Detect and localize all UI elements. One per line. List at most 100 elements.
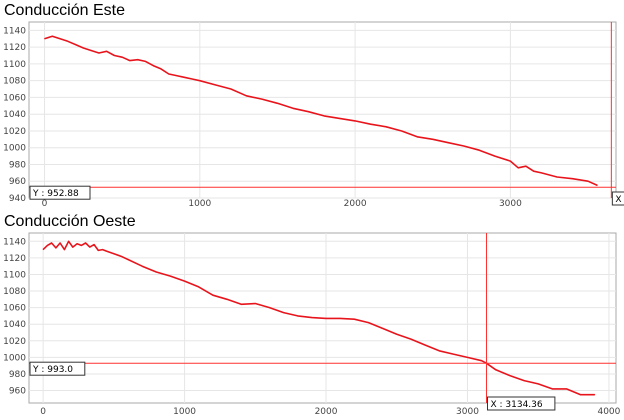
data-point — [106, 250, 108, 252]
data-point — [59, 242, 61, 244]
data-point — [137, 59, 139, 61]
data-point — [416, 136, 418, 138]
data-point — [339, 318, 341, 319]
data-point — [191, 78, 193, 80]
data-point — [537, 383, 539, 385]
chart-conduccion-este[interactable]: 940 960 980 1000 1020 1040 1060 1080 1100 1120 114… — [0, 21, 624, 207]
data-point — [51, 35, 53, 37]
x-tick-label: 4000 — [597, 407, 620, 417]
data-point — [176, 75, 177, 77]
data-point — [447, 142, 449, 144]
data-point — [339, 117, 340, 119]
data-point — [67, 40, 69, 42]
data-point — [481, 360, 483, 362]
y-tick-label: 940 — [9, 194, 26, 204]
x-readout: X : 3134.36 — [490, 400, 542, 410]
data-point — [80, 245, 82, 246]
data-point — [254, 303, 256, 304]
data-point — [410, 338, 412, 340]
data-point — [82, 47, 84, 49]
data-point — [385, 126, 387, 128]
y-tick-label: 1060 — [3, 304, 26, 314]
data-point — [51, 242, 53, 244]
y-tick-label: 1140 — [3, 237, 26, 247]
data-point — [587, 180, 589, 182]
data-point — [240, 303, 242, 305]
data-point — [160, 68, 162, 70]
x-readout: X : 35 — [615, 195, 624, 205]
data-point — [42, 249, 44, 250]
data-point — [517, 167, 519, 169]
data-point — [463, 145, 465, 147]
y-tick-label: 1120 — [3, 43, 26, 53]
data-point — [354, 120, 356, 122]
data-point — [580, 394, 582, 396]
data-point — [541, 172, 542, 174]
x-tick-label: 3000 — [456, 407, 479, 417]
data-point — [246, 95, 247, 97]
x-tick-label: 2000 — [344, 199, 367, 207]
data-point — [510, 160, 511, 162]
x-readout-box — [611, 191, 624, 206]
data-point — [129, 60, 131, 61]
chart-conduccion-oeste[interactable]: 960 980 1000 1020 1040 1060 1080 1100 1120 1140 0 1… — [0, 232, 624, 418]
data-point — [566, 388, 567, 390]
y-tick-label: 1000 — [3, 353, 26, 363]
data-point — [438, 350, 440, 352]
data-point — [495, 369, 497, 371]
data-point — [141, 265, 143, 267]
data-point — [199, 80, 201, 82]
data-point — [152, 65, 154, 66]
y-tick-label: 960 — [9, 387, 26, 397]
data-point — [572, 178, 573, 180]
data-point — [368, 322, 369, 323]
data-point — [127, 259, 129, 260]
data-point — [594, 394, 596, 396]
data-point — [44, 38, 45, 40]
y-tick-label: 1100 — [3, 60, 26, 70]
y-tick-label: 960 — [9, 177, 26, 187]
data-point — [523, 380, 525, 382]
plot-area — [28, 21, 617, 199]
data-point — [401, 130, 403, 132]
data-point — [478, 149, 480, 151]
data-point — [114, 55, 115, 56]
x-tick-label: 0 — [40, 407, 46, 417]
data-point — [59, 38, 61, 40]
chart-title-este: Conducción Este — [4, 2, 125, 19]
chart-title-oeste: Conducción Oeste — [4, 213, 136, 230]
data-point — [382, 327, 384, 329]
data-point — [432, 138, 434, 140]
data-point — [106, 50, 108, 52]
data-point — [226, 298, 228, 300]
data-point — [261, 98, 263, 100]
y-readout: Y : 952.88 — [32, 189, 79, 199]
data-point — [283, 312, 285, 314]
data-point — [370, 123, 372, 125]
data-point — [277, 102, 278, 104]
data-point — [551, 388, 553, 390]
data-point — [452, 353, 454, 355]
x-tick-label: 2000 — [315, 407, 338, 417]
data-point — [113, 253, 115, 255]
data-point — [424, 344, 426, 346]
data-point — [269, 307, 270, 309]
y-tick-label: 1080 — [3, 287, 26, 297]
data-point — [121, 56, 123, 58]
y-readout-box — [29, 185, 91, 200]
data-point — [75, 44, 76, 46]
y-tick-label: 1140 — [3, 26, 26, 36]
data-point — [102, 249, 103, 250]
y-tick-label: 1120 — [3, 254, 26, 264]
data-point — [297, 315, 299, 317]
data-point — [76, 243, 78, 245]
x-tick-label: 3000 — [499, 199, 522, 207]
y-tick-label: 1100 — [3, 270, 26, 280]
data-point — [97, 250, 99, 251]
y-tick-label: 1080 — [3, 77, 26, 87]
data-point — [323, 115, 325, 117]
y-tick-label: 1040 — [3, 320, 26, 330]
data-point — [145, 60, 146, 62]
y-readout-box — [29, 361, 86, 376]
data-point — [308, 111, 309, 113]
